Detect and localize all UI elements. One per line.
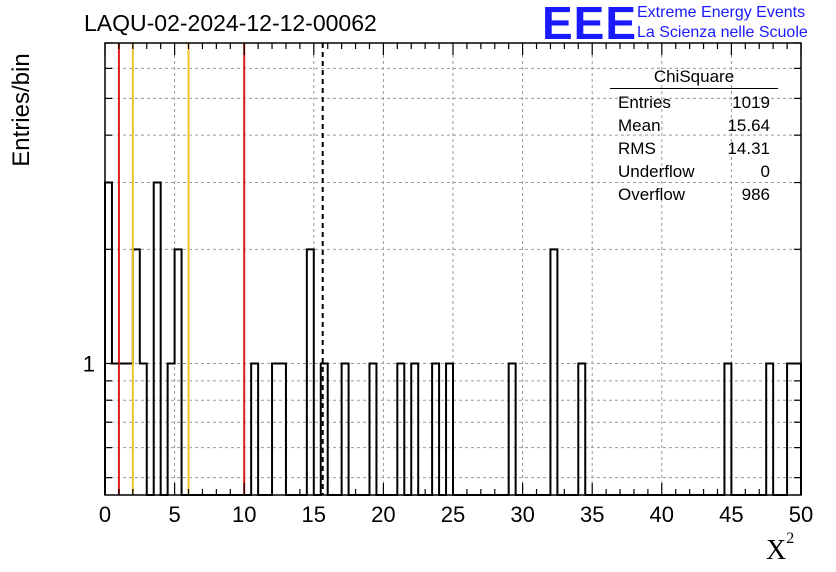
x-tick-label: 10 [232,502,256,527]
x-tick-label: 35 [580,502,604,527]
stats-label: Mean [618,116,661,135]
x-axis-label-superscript: 2 [786,529,795,547]
stats-value: 1019 [732,93,770,112]
histogram-bin [126,363,133,495]
histogram-bin [369,363,376,495]
histogram-bin [794,363,801,495]
histogram-bin [550,249,557,495]
stats-row-overflow: Overflow 986 [610,183,778,206]
histogram-bin [578,363,585,495]
stats-label: RMS [618,139,656,158]
histogram-bin [140,363,147,495]
histogram-bin [168,363,175,495]
stats-label: Entries [618,93,671,112]
y-tick-label: 1 [83,351,95,376]
histogram-bin [279,363,286,495]
histogram-bin [154,183,161,495]
logo-text-line2: La Scienza nelle Scuole [637,24,808,41]
x-tick-label: 5 [168,502,180,527]
x-tick-label: 40 [650,502,674,527]
histogram-bin [766,363,773,495]
x-tick-label: 30 [510,502,534,527]
eee-logo-mark: EEE [542,0,638,49]
stats-label: Overflow [618,185,686,204]
histogram-bin [119,363,126,495]
stats-value: 14.31 [727,139,770,158]
chart-title: LAQU-02-2024-12-12-00062 [84,10,377,36]
histogram-bin [175,249,182,495]
logo-text-line1: Extreme Energy Events [637,4,806,21]
x-tick-label: 25 [441,502,465,527]
stats-box: ChiSquare Entries 1019 Mean 15.64 RMS 14.31… [610,67,778,206]
stats-row-rms: RMS 14.31 [610,137,778,160]
stats-row-mean: Mean 15.64 [610,114,778,137]
histogram-bin [307,249,314,495]
x-axis-label: X2 [766,530,794,567]
histogram-bin [133,249,140,495]
x-tick-label: 15 [302,502,326,527]
histogram-bin [397,363,404,495]
stats-label: Underflow [618,162,695,181]
histogram-bin [411,363,418,495]
histogram-bin [112,363,119,495]
histogram-bin [787,363,794,495]
stats-row-underflow: Underflow 0 [610,160,778,183]
histogram-bin [724,363,731,495]
x-tick-label: 50 [789,502,813,527]
stats-title: ChiSquare [610,67,778,89]
stats-value: 0 [760,162,770,181]
histogram-bin [251,363,258,495]
x-tick-label: 0 [99,502,111,527]
x-tick-label: 45 [719,502,743,527]
stats-value: 15.64 [727,116,770,135]
histogram-bin [272,363,279,495]
histogram-bin [342,363,349,495]
histogram-bin [432,363,439,495]
histogram-bin [509,363,516,495]
stats-row-entries: Entries 1019 [610,91,778,114]
y-axis-label: Entries/bin [8,53,35,167]
stats-value: 986 [741,185,770,204]
x-tick-label: 20 [371,502,395,527]
x-axis-label-text: X [766,535,787,566]
histogram-bin [446,363,453,495]
